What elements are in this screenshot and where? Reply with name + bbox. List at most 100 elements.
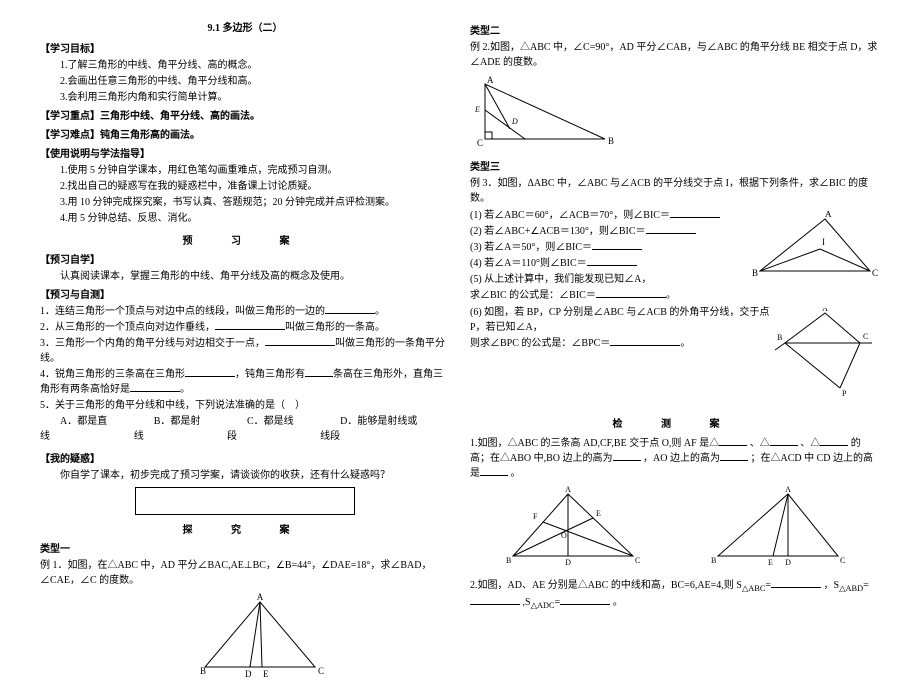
svg-text:A: A [825,211,832,219]
blank [719,436,747,446]
svg-text:C: C [863,332,868,341]
t3-5: (5) 从上述计算中，我们能发现已知∠A， [470,272,750,287]
opt-d: D．能够是射线或线段 [320,414,426,444]
svg-text:D: D [511,117,518,126]
t3i2: (3) 若∠A＝50°，则∠BIC＝ [470,242,592,253]
blank [771,578,821,588]
goal-3: 3.会利用三角形内角和实行简单计算。 [40,90,450,105]
blank [670,208,720,218]
q3: 3．三角形一个内角的角平分线与对边相交于一点，叫做三角形的一条角平分线。 [40,336,450,366]
blank [770,436,798,446]
left-column: 9.1 多边形（二） 【学习目标】 1.了解三角形的中线、角平分线、高的概念。 … [30,20,460,631]
test1: 1.如图，△ABC 的三条高 AD,CF,BE 交于点 O,则 AF 是△ 、△… [470,436,880,481]
doubt-box [135,487,355,515]
t1b: 、△ [750,438,770,449]
blank [820,436,848,446]
blank [720,451,748,461]
figure-3a: A B C I [750,211,880,298]
opt-c: C．都是线段 [227,414,296,444]
svg-text:F: F [533,512,538,521]
t1e: ，AO 边上的高为 [643,453,720,464]
svg-text:B: B [200,666,206,676]
svg-text:D: D [785,558,791,567]
q4: 4．锐角三角形的三条高在三角形，钝角三角形有条高在三角形外，直角三角形有两条高恰… [40,367,450,397]
blank [560,595,610,605]
diff-head: 【学习难点】钝角三角形高的画法。 [40,128,450,143]
guide-1: 1.使用 5 分钟自学课本，用红色笔勾画重难点，完成预习自测。 [40,163,450,178]
svg-text:C: C [635,556,640,565]
t3i3: (4) 若∠A＝110°则∠BIC＝ [470,258,587,269]
type2-head: 类型二 [470,24,880,39]
svg-text:B: B [608,136,614,146]
preview-title: 预 习 案 [40,234,450,249]
t3-5b: 求∠BIC 的公式是：∠BIC＝。 [470,288,750,303]
focus-head: 【学习重点】三角形中线、角平分线、高的画法。 [40,109,450,124]
figure-1: A B C D E [190,592,450,682]
svg-text:O: O [561,531,567,540]
blank [596,288,666,298]
t3i5: 求∠BIC 的公式是：∠BIC＝ [470,290,596,301]
type3-head: 类型三 [470,160,880,175]
q4d: 。 [180,384,190,395]
preself-head: 【预习自学】 [40,253,450,268]
q1: 1．连结三角形一个顶点与对边中点的线段，叫做三角形的一边的 。 [40,304,450,319]
svg-text:C: C [872,268,878,278]
type3-text: 例 3．如图，ΔABC 中，∠ABC 与∠ACB 的平分线交于点 I，根据下列条… [470,176,880,206]
q2b: 叫做三角形的一条高。 [285,322,385,333]
goal-1: 1.了解三角形的中线、角平分线、高的概念。 [40,58,450,73]
blank [185,367,235,377]
t3-3: (3) 若∠A＝50°，则∠BIC＝ [470,240,750,255]
t3-4: (4) 若∠A＝110°则∠BIC＝ [470,256,750,271]
blank [480,466,508,476]
triangle-bic-icon: A B C I [750,211,880,291]
figure-3b: A B C P [770,308,880,403]
t3i0: (1) 若∠ABC＝60°，∠ACB＝70°，则∠BIC＝ [470,210,670,221]
blank [265,336,335,346]
explore-title: 探 究 案 [40,523,450,538]
main-title: 9.1 多边形（二） [40,21,450,36]
triangle-heights-icon: A B C D E F O [503,486,643,571]
t1a: 1.如图，△ABC 的三条高 AD,CF,BE 交于点 O,则 AF 是△ [470,438,719,449]
q2a: 2．从三角形的一个顶点向对边作垂线， [40,322,215,333]
q2: 2．从三角形的一个顶点向对边作垂线， 叫做三角形的一条高。 [40,320,450,335]
svg-text:C: C [318,666,324,676]
blank [130,382,180,392]
t2e: ,S [523,597,531,608]
q1a: 1．连结三角形一个顶点与对边中点的线段，叫做三角形的一边的 [40,306,325,317]
right-triangle-icon: A B C D E [470,74,620,154]
svg-text:A: A [822,308,828,313]
blank [325,304,375,314]
doubt-head: 【我的疑惑】 [40,452,450,467]
q1b: 。 [375,306,385,317]
guide-2: 2.找出自己的疑惑写在我的疑惑栏中，准备课上讨论质疑。 [40,179,450,194]
q4b: ，钝角三角形有 [235,369,305,380]
t2g: 。 [613,597,623,608]
figure-4l: A B C D E F O [503,486,643,571]
goal-2: 2.会画出任意三角形的中线、角平分线和高。 [40,74,450,89]
t3-2: (2) 若∠ABC+∠ACB＝130°，则∠BIC＝ [470,224,750,239]
svg-text:C: C [840,556,845,565]
blank [305,367,333,377]
triangle-ade-icon: A B C D E [190,592,330,682]
q3a: 3．三角形一个内角的角平分线与对边相交于一点， [40,338,265,349]
svg-text:E: E [263,669,269,679]
svg-text:E: E [768,558,773,567]
svg-text:E: E [474,105,480,114]
opt-a: A．都是直线 [40,414,110,444]
t2s1: △ABC [742,584,766,593]
svg-text:B: B [752,268,758,278]
q5: 5．关于三角形的角平分线和中线，下列说法准确的是（ ） [40,398,450,413]
guide-head: 【使用说明与学法指导】 [40,147,450,162]
test2: 2.如图，AD、AE 分别是△ABC 的中线和高，BC=6,AE=4,则 S△A… [470,578,880,613]
svg-text:A: A [487,75,494,85]
svg-text:A: A [565,486,571,494]
goals-head: 【学习目标】 [40,42,450,57]
t2a: 2.如图，AD、AE 分别是△ABC 的中线和高，BC=6,AE=4,则 S [470,580,742,591]
t1g: 。 [511,468,521,479]
guide-3: 3.用 10 分钟完成探究案，书写认真、答题规范；20 分钟完成并点评检测案。 [40,195,450,210]
guide-4: 4.用 5 分钟总结、反思、消化。 [40,211,450,226]
t3i1: (2) 若∠ABC+∠ACB＝130°，则∠BIC＝ [470,226,646,237]
t3-6a: (6) 如图，若 BP，CP 分别是∠ABC 与∠ACB 的外角平分线，交于点 … [470,305,770,335]
blank [587,256,637,266]
t2d: = [863,580,869,591]
